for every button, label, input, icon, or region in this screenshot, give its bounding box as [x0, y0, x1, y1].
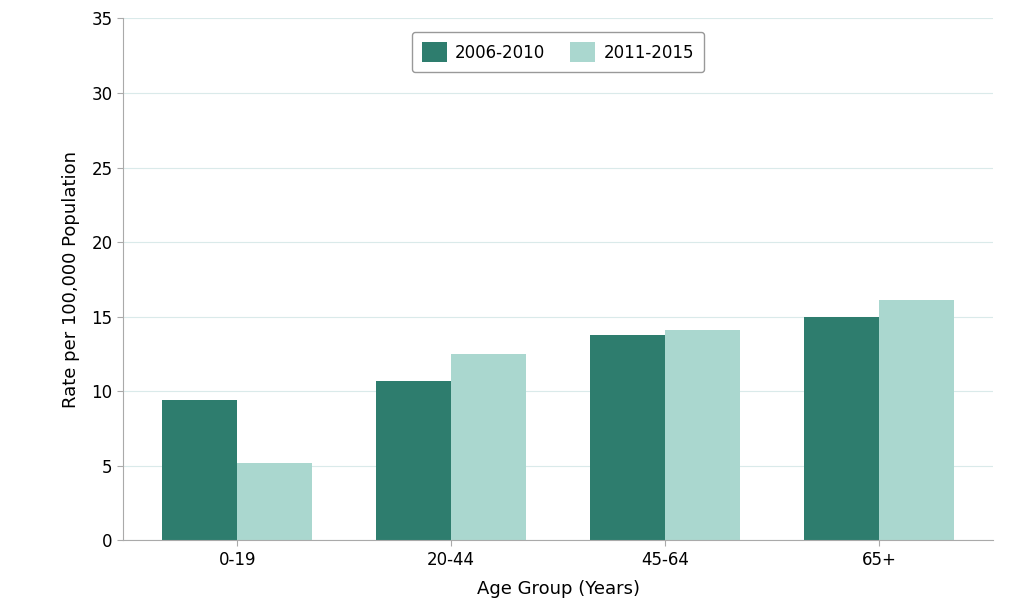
- Bar: [452, 354, 526, 540]
- Bar: [879, 300, 953, 540]
- Legend: 2006-2010, 2011-2015: 2006-2010, 2011-2015: [412, 32, 705, 72]
- Bar: [590, 335, 665, 540]
- Bar: [665, 330, 740, 540]
- Bar: [238, 463, 312, 540]
- Y-axis label: Rate per 100,000 Population: Rate per 100,000 Population: [62, 151, 80, 408]
- Bar: [376, 381, 452, 540]
- X-axis label: Age Group (Years): Age Group (Years): [476, 580, 640, 598]
- Bar: [163, 400, 238, 540]
- Bar: [804, 317, 879, 540]
